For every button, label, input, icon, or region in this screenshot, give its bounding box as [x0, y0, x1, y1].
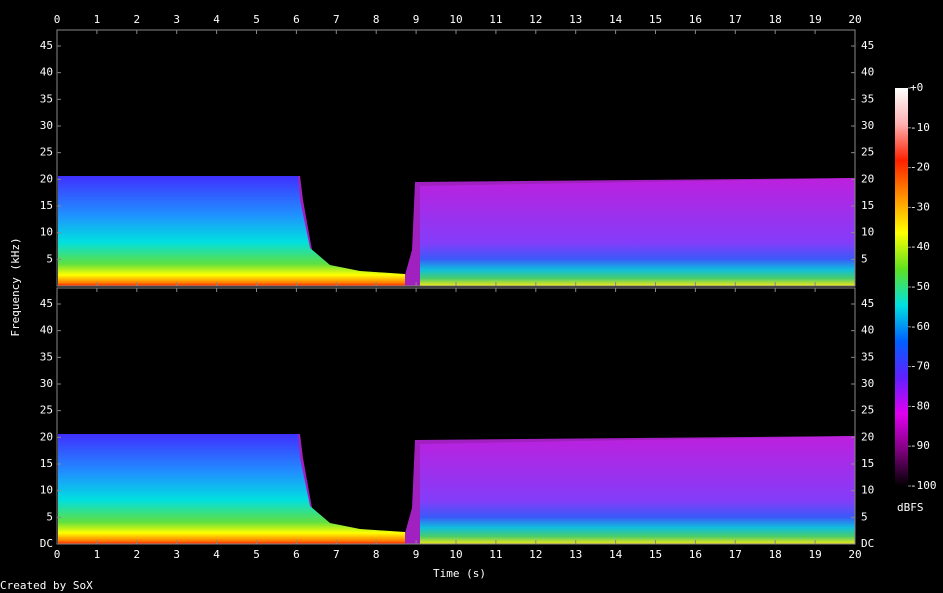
- colorbar-tick-label: -70: [910, 360, 930, 373]
- y-tick-label: 45: [40, 297, 53, 310]
- y-tick-label: 20: [40, 172, 53, 185]
- x-tick-label: 14: [609, 548, 623, 561]
- x-tick-label: 14: [609, 13, 623, 26]
- y-tick-label: 25: [861, 404, 874, 417]
- y-tick-label: 20: [861, 430, 874, 443]
- y-tick-label: 40: [40, 324, 53, 337]
- y-tick-label: 45: [861, 39, 874, 52]
- colorbar: [895, 88, 908, 486]
- x-tick-label: 8: [373, 548, 380, 561]
- x-tick-label: 12: [529, 548, 542, 561]
- x-tick-label: 15: [649, 548, 662, 561]
- x-tick-label: 2: [133, 548, 140, 561]
- colorbar-tick-label: -60: [910, 320, 930, 333]
- y-tick-label: 15: [40, 457, 53, 470]
- y-tick-label: 25: [40, 146, 53, 159]
- x-tick-label: 10: [449, 548, 462, 561]
- x-tick-label: 20: [848, 13, 861, 26]
- x-tick-label: 10: [449, 13, 462, 26]
- x-tick-label: 15: [649, 13, 662, 26]
- spectrogram-image: [58, 176, 855, 544]
- x-tick-label: 9: [413, 548, 420, 561]
- y-tick-label: 35: [861, 350, 874, 363]
- x-tick-label: 18: [769, 13, 782, 26]
- y-tick-label: DC: [40, 537, 53, 550]
- y-tick-label: 15: [861, 199, 874, 212]
- colorbar-tick-label: -30: [910, 200, 930, 213]
- colorbar-tick-label: -20: [910, 161, 930, 174]
- x-tick-label: 3: [173, 548, 180, 561]
- y-tick-label: 30: [40, 377, 53, 390]
- x-tick-label: 1: [94, 13, 101, 26]
- y-tick-label: 30: [861, 377, 874, 390]
- x-tick-label: 4: [213, 13, 220, 26]
- x-tick-label: 20: [848, 548, 861, 561]
- x-tick-label: 6: [293, 548, 300, 561]
- y-tick-label: 25: [861, 146, 874, 159]
- x-tick-label: 3: [173, 13, 180, 26]
- y-tick-label: 30: [861, 119, 874, 132]
- x-tick-label: 2: [133, 13, 140, 26]
- x-axis-label: Time (s): [433, 567, 486, 580]
- colorbar-tick-label: -40: [910, 240, 930, 253]
- y-tick-label: 30: [40, 119, 53, 132]
- x-tick-label: 9: [413, 13, 420, 26]
- y-axis-label: Frequency (kHz): [9, 237, 22, 336]
- colorbar-label: dBFS: [897, 501, 924, 514]
- x-tick-label: 11: [489, 13, 502, 26]
- y-tick-label: 35: [40, 92, 53, 105]
- y-tick-label: 35: [861, 92, 874, 105]
- x-tick-label: 1: [94, 548, 101, 561]
- y-tick-label: 5: [46, 252, 53, 265]
- x-tick-label: 19: [808, 548, 821, 561]
- x-tick-label: 0: [54, 548, 61, 561]
- y-tick-label: 15: [40, 199, 53, 212]
- colorbar-tick-label: -100: [910, 479, 937, 492]
- x-tick-label: 18: [769, 548, 782, 561]
- colorbar-tick-label: -90: [910, 439, 930, 452]
- x-tick-label: 7: [333, 13, 340, 26]
- x-tick-label: 17: [729, 13, 742, 26]
- y-tick-label: 35: [40, 350, 53, 363]
- x-tick-label: 16: [689, 548, 702, 561]
- x-tick-label: 5: [253, 13, 260, 26]
- y-tick-label: 20: [40, 430, 53, 443]
- colorbar-tick-label: -10: [910, 121, 930, 134]
- y-tick-label: 25: [40, 404, 53, 417]
- y-tick-label: 40: [40, 66, 53, 79]
- x-tick-label: 11: [489, 548, 502, 561]
- y-tick-label: 20: [861, 172, 874, 185]
- colorbar-tick-label: +0: [910, 81, 923, 94]
- y-tick-label: 40: [861, 324, 874, 337]
- x-tick-label: 4: [213, 548, 220, 561]
- y-tick-label: 40: [861, 66, 874, 79]
- y-tick-label: 15: [861, 457, 874, 470]
- y-tick-label: DC: [861, 537, 874, 550]
- x-tick-label: 8: [373, 13, 380, 26]
- x-tick-label: 0: [54, 13, 61, 26]
- x-tick-label: 13: [569, 548, 582, 561]
- y-tick-label: 45: [861, 297, 874, 310]
- x-tick-label: 13: [569, 13, 582, 26]
- y-tick-label: 5: [46, 510, 53, 523]
- x-tick-label: 19: [808, 13, 821, 26]
- y-tick-label: 10: [40, 226, 53, 239]
- x-tick-label: 7: [333, 548, 340, 561]
- y-tick-label: 45: [40, 39, 53, 52]
- y-tick-label: 5: [861, 252, 868, 265]
- y-tick-label: 10: [861, 226, 874, 239]
- x-tick-label: 16: [689, 13, 702, 26]
- credit: Created by SoX: [0, 579, 93, 592]
- x-tick-label: 5: [253, 548, 260, 561]
- colorbar-tick-label: -80: [910, 399, 930, 412]
- y-tick-label: 10: [861, 484, 874, 497]
- colorbar-tick-label: -50: [910, 280, 930, 293]
- y-tick-label: 5: [861, 510, 868, 523]
- y-tick-label: 10: [40, 484, 53, 497]
- x-tick-label: 12: [529, 13, 542, 26]
- x-tick-label: 6: [293, 13, 300, 26]
- x-tick-label: 17: [729, 548, 742, 561]
